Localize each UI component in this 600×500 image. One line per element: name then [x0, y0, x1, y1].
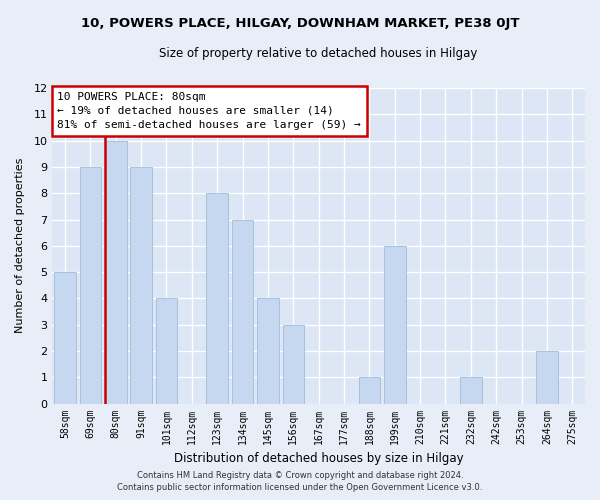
Bar [155, 298, 177, 404]
Bar [283, 324, 304, 404]
Bar [105, 140, 127, 404]
Bar [206, 193, 228, 404]
X-axis label: Distribution of detached houses by size in Hilgay: Distribution of detached houses by size … [174, 452, 463, 465]
Bar [80, 167, 101, 404]
Title: Size of property relative to detached houses in Hilgay: Size of property relative to detached ho… [160, 48, 478, 60]
Text: Contains HM Land Registry data © Crown copyright and database right 2024.
Contai: Contains HM Land Registry data © Crown c… [118, 471, 482, 492]
Bar [257, 298, 279, 404]
Text: 10, POWERS PLACE, HILGAY, DOWNHAM MARKET, PE38 0JT: 10, POWERS PLACE, HILGAY, DOWNHAM MARKET… [81, 18, 519, 30]
Text: 10 POWERS PLACE: 80sqm
← 19% of detached houses are smaller (14)
81% of semi-det: 10 POWERS PLACE: 80sqm ← 19% of detached… [58, 92, 361, 130]
Bar [54, 272, 76, 404]
Bar [359, 378, 380, 404]
Bar [460, 378, 482, 404]
Y-axis label: Number of detached properties: Number of detached properties [15, 158, 25, 334]
Bar [384, 246, 406, 404]
Bar [232, 220, 253, 404]
Bar [130, 167, 152, 404]
Bar [536, 351, 558, 404]
